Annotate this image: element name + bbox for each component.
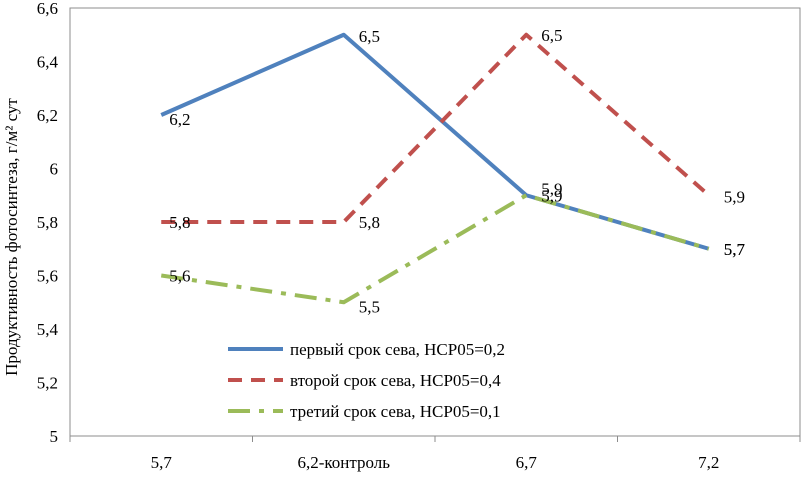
data-label: 5,7 [724, 240, 746, 259]
axes: 5 5,2 5,4 5,6 5,8 6 6,2 6,4 6,6 5,7 6,2-контроль 6,… [37, 0, 801, 472]
data-labels: 6,26,55,95,75,8 5,86,55,95,65,55,95,7 [169, 26, 745, 317]
legend-entry-1: первый срок сева, НСР05=0,2 [290, 340, 505, 359]
legend-entry-2: второй срок сева, НСР05=0,4 [290, 371, 501, 390]
legend: первый срок сева, НСР05=0,2 второй срок с… [228, 340, 505, 421]
y-tick-label: 6 [50, 160, 59, 179]
x-tick-label: 6,7 [516, 453, 538, 472]
series-lines [160, 32, 711, 305]
y-tick-label: 5,4 [37, 320, 59, 339]
x-tick-label: 5,7 [151, 453, 173, 472]
series-line-2 [161, 32, 711, 224]
data-label: 5,9 [541, 186, 562, 205]
data-label: 5,6 [169, 267, 190, 286]
y-tick-label: 5,8 [37, 213, 58, 232]
data-label: 5,5 [359, 297, 380, 316]
data-label: 5,7 [724, 240, 746, 259]
data-label: 6,5 [359, 27, 380, 46]
data-label: 5,8 [359, 213, 380, 232]
y-tick-label: 5,2 [37, 374, 58, 393]
data-label: 6,2 [169, 110, 190, 129]
y-tick-label: 6,4 [37, 53, 59, 72]
series-line-3 [160, 193, 710, 305]
data-label: 6,5 [541, 26, 562, 45]
y-tick-label: 5,6 [37, 267, 58, 286]
data-label: 5,9 [724, 187, 745, 206]
y-tick-label: 6,2 [37, 106, 58, 125]
data-label: 5,9 [541, 179, 562, 198]
x-tick-label: 6,2-контроль [297, 453, 390, 472]
legend-entry-3: третий срок сева, НСР05=0,1 [290, 402, 501, 421]
y-axis-title: Продуктивность фотосинтеза, г/м² сут [2, 98, 21, 376]
x-tick-label: 7,2 [698, 453, 719, 472]
series-line-1 [160, 32, 710, 251]
data-label: 5,8 [169, 213, 190, 232]
y-tick-label: 6,6 [37, 0, 58, 18]
y-tick-label: 5 [50, 427, 59, 446]
